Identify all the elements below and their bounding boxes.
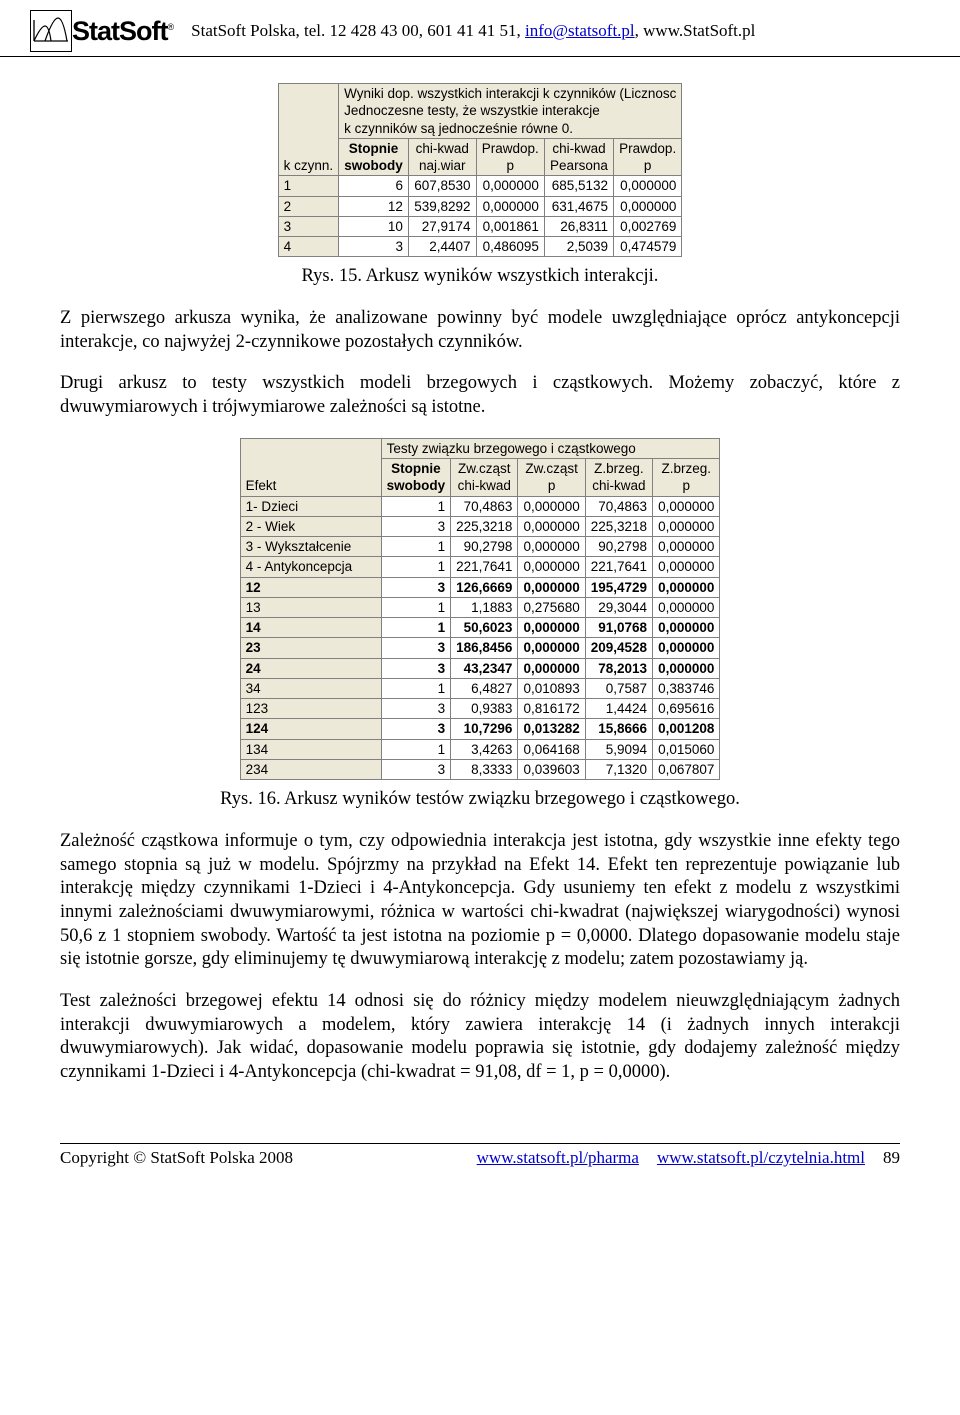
logo-tm: ® xyxy=(168,22,174,32)
caption-2: Rys. 16. Arkusz wyników testów związku b… xyxy=(60,788,900,812)
paragraph-2: Drugi arkusz to testy wszystkich modeli … xyxy=(60,372,900,419)
table1: k czynn.Wyniki dop. wszystkich interakcj… xyxy=(278,83,683,257)
table1-wrap: k czynn.Wyniki dop. wszystkich interakcj… xyxy=(60,83,900,257)
footer-copyright: Copyright © StatSoft Polska 2008 xyxy=(60,1148,293,1168)
footer-link-czytelnia[interactable]: www.statsoft.pl/czytelnia.html xyxy=(657,1148,865,1168)
caption-1: Rys. 15. Arkusz wyników wszystkich inter… xyxy=(60,265,900,289)
paragraph-1: Z pierwszego arkusza wynika, że analizow… xyxy=(60,307,900,354)
statsoft-logo: StatSoft® xyxy=(30,10,173,52)
logo-mark-icon xyxy=(30,10,72,52)
page-content: k czynn.Wyniki dop. wszystkich interakcj… xyxy=(0,57,960,1113)
table2: EfektTesty związku brzegowego i cząstkow… xyxy=(240,438,721,781)
table2-wrap: EfektTesty związku brzegowego i cząstkow… xyxy=(60,438,900,781)
footer-link-pharma[interactable]: www.statsoft.pl/pharma xyxy=(477,1148,639,1168)
paragraph-4: Test zależności brzegowej efektu 14 odno… xyxy=(60,990,900,1085)
logo-text: StatSoft® xyxy=(72,16,173,47)
page-number: 89 xyxy=(883,1148,900,1168)
page-header: StatSoft® StatSoft Polska, tel. 12 428 4… xyxy=(0,0,960,57)
header-contact-text: StatSoft Polska, tel. 12 428 43 00, 601 … xyxy=(191,21,755,41)
page-footer: Copyright © StatSoft Polska 2008 www.sta… xyxy=(60,1143,900,1168)
header-email-link[interactable]: info@statsoft.pl xyxy=(525,21,635,40)
paragraph-3: Zależność cząstkowa informuje o tym, czy… xyxy=(60,830,900,972)
